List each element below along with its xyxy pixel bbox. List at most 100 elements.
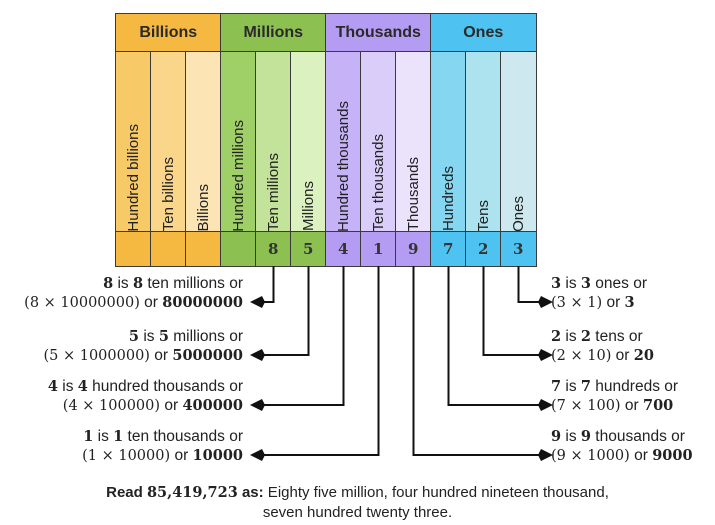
arrowhead [250, 449, 265, 461]
explanation-text: is [57, 378, 78, 395]
explanation-text: is [113, 275, 133, 292]
explanation-text: is [561, 275, 581, 292]
explanation-text: (8 × 10000000) [24, 295, 140, 311]
explanation-text: (7 × 100) [551, 398, 621, 414]
explanation-text: 5 [128, 328, 140, 345]
explanation-text: 7 [551, 378, 562, 395]
explanation-text: 20 [633, 347, 654, 364]
cell-text: 4 [338, 239, 349, 258]
explanation-text: 3 [580, 275, 591, 292]
explanation-text: 4 [77, 378, 88, 395]
explanation-text: is [561, 428, 581, 445]
explanation-text: is [561, 378, 581, 395]
column-label: Hundred billions [115, 51, 152, 233]
explanation-text: (4 × 100000) [62, 398, 161, 414]
explanation-text: is [139, 328, 159, 345]
arrowhead [250, 349, 265, 361]
explanation-text: ten thousands or [123, 428, 243, 445]
digit-cell: 9 [395, 231, 432, 267]
explanation-text: ones or [591, 275, 648, 292]
cell-text: 7 [443, 239, 454, 258]
explanation-text: 9000 [652, 447, 693, 464]
arrowhead [250, 399, 265, 411]
explanation-text: 3 [624, 294, 635, 311]
explanation-right: 3 is 3 ones or (3 × 1) or 3 [551, 274, 647, 313]
explanation-text: 7 [580, 378, 591, 395]
arrow-line [447, 266, 541, 406]
digit-cell: 2 [465, 231, 502, 267]
explanation-right: 7 is 7 hundreds or (7 × 100) or 700 [551, 377, 678, 416]
explanation-text: 2 [580, 328, 591, 345]
explanation-left: 5 is 5 millions or (5 × 1000000) or 50000… [43, 327, 243, 366]
column-label: Tens [465, 51, 502, 233]
explanation-text: 10000 [192, 447, 243, 464]
explanation-text: (3 × 1) [551, 295, 603, 311]
explanation-text: 2 [551, 328, 562, 345]
explanation-text: ten millions or [143, 275, 243, 292]
explanation-text: or [139, 294, 163, 311]
cell-text: 5 [303, 239, 314, 258]
explanation-text: hundreds or [591, 378, 679, 395]
arrowhead [538, 349, 553, 361]
digit-cell [150, 231, 187, 267]
group-header: Billions [115, 13, 222, 53]
column-label: Hundred millions [220, 51, 257, 233]
arrow-line [262, 266, 310, 356]
explanation-text: tens or [591, 328, 643, 345]
digit-cell [185, 231, 222, 267]
explanation-left: 1 is 1 ten thousands or (1 × 10000) or 10… [82, 427, 243, 466]
explanation-text: 400000 [182, 397, 243, 414]
explanation-text: 4 [47, 378, 58, 395]
explanation-right: 2 is 2 tens or (2 × 10) or 20 [551, 327, 654, 366]
explanation-text: (2 × 10) [551, 348, 612, 364]
arrowhead [538, 296, 553, 308]
explanation-text: or [629, 447, 653, 464]
explanation-text: 700 [643, 397, 674, 414]
explanation-text: (9 × 1000) [551, 448, 630, 464]
words-line-2: seven hundred twenty three. [262, 504, 453, 521]
explanation-text: 1 [113, 428, 124, 445]
reading-sentence: Read 85,419,723 as: Eighty five million,… [0, 483, 715, 523]
explanation-text: or [620, 397, 643, 414]
column-label: Ones [500, 51, 537, 233]
explanation-left: 4 is 4 hundred thousands or (4 × 100000) … [48, 377, 243, 416]
explanation-text: 8 [132, 275, 144, 292]
explanation-text: 8 [103, 275, 114, 292]
number: 85,419,723 [146, 484, 238, 501]
cell-text: 2 [478, 239, 489, 258]
explanation-text: 80000000 [162, 294, 243, 311]
explanation-text: is [561, 328, 581, 345]
explanation-text: or [611, 347, 634, 364]
arrow-line [262, 266, 275, 303]
arrow-line [517, 266, 541, 303]
explanation-left: 8 is 8 ten millions or (8 × 10000000) or … [24, 274, 243, 313]
explanation-text: or [149, 347, 173, 364]
cell-text: Thousands [335, 23, 421, 41]
digit-cell: 4 [325, 231, 362, 267]
as-label: as: [237, 484, 264, 501]
explanation-text: (1 × 10000) [82, 448, 171, 464]
column-label: Millions [290, 51, 327, 233]
read-label: Read [106, 484, 147, 501]
explanation-text: is [93, 428, 114, 445]
arrow-line [482, 266, 541, 356]
column-label: Hundreds [430, 51, 467, 233]
explanation-text: 5000000 [172, 347, 243, 364]
group-header: Millions [220, 13, 327, 53]
explanation-text: (5 × 1000000) [43, 348, 150, 364]
arrow-line [262, 266, 345, 406]
explanation-text: or [602, 294, 625, 311]
cell-text: 9 [408, 239, 419, 258]
cell-text: 3 [513, 239, 524, 258]
explanation-text: 3 [551, 275, 562, 292]
cell-text: Millions [243, 23, 304, 41]
cell-text: Billions [139, 23, 198, 41]
words-line-1: Eighty five million, four hundred ninete… [263, 484, 609, 501]
explanation-text: hundred thousands or [87, 378, 243, 395]
arrowhead [250, 296, 265, 308]
explanation-text: 1 [83, 428, 94, 445]
cell-text: Ones [463, 23, 504, 41]
explanation-text: 9 [580, 428, 591, 445]
explanation-text: 5 [158, 328, 169, 345]
